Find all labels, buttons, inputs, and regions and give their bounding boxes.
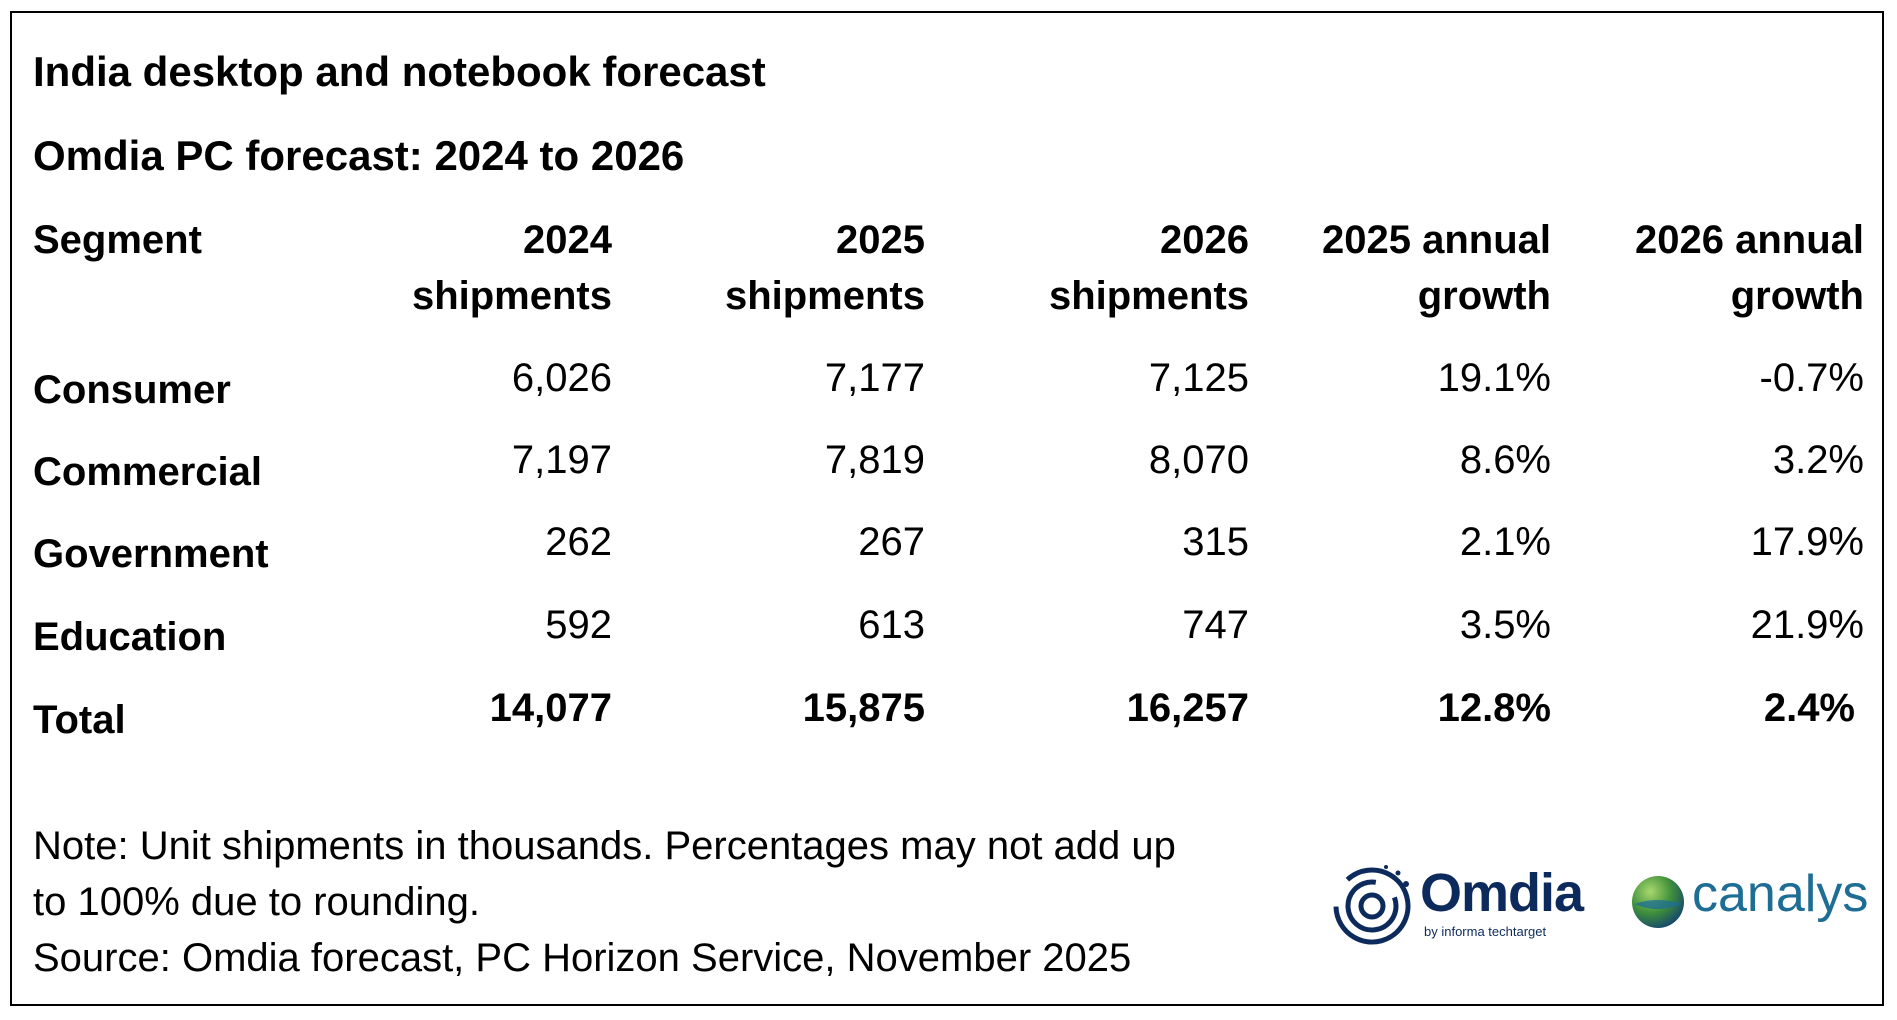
omdia-logo-subtext: by informa techtarget	[1424, 924, 1547, 939]
header-2025-year: 2025	[836, 218, 925, 262]
note-line-2: to 100% due to rounding.	[33, 880, 481, 924]
header-2026-year: 2026	[1160, 218, 1249, 262]
total-growth-2025: 12.8%	[1437, 686, 1551, 730]
cell-2024: 592	[545, 603, 612, 647]
figure-frame	[10, 11, 1884, 1006]
source-line: Source: Omdia forecast, PC Horizon Servi…	[33, 936, 1132, 980]
cell-2024: 6,026	[511, 356, 612, 400]
cell-growth-2025: 19.1%	[1437, 356, 1551, 400]
cell-growth-2026: -0.7%	[1759, 356, 1865, 400]
total-2024: 14,077	[489, 686, 612, 730]
cell-2026: 747	[1182, 603, 1249, 647]
note-line-1: Note: Unit shipments in thousands. Perce…	[33, 824, 1176, 868]
header-2026-label: shipments	[1048, 274, 1249, 318]
row-segment: Commercial	[33, 450, 262, 494]
omdia-logo-text: Omdia	[1420, 863, 1584, 923]
header-2025-growth: 2025 annual	[1321, 218, 1551, 262]
omdia-logo-icon	[1333, 865, 1411, 945]
canalys-logo-text: canalys	[1692, 865, 1869, 923]
cell-2024: 262	[545, 520, 612, 564]
cell-2026: 315	[1182, 520, 1249, 564]
cell-growth-2025: 2.1%	[1459, 520, 1551, 564]
cell-growth-2025: 8.6%	[1459, 438, 1551, 482]
total-growth-2026: 2.4%	[1763, 686, 1855, 730]
cell-growth-2026: 21.9%	[1750, 603, 1864, 647]
total-2025: 15,875	[802, 686, 925, 730]
canalys-globe-icon	[1632, 876, 1684, 928]
row-segment: Consumer	[33, 368, 231, 412]
cell-growth-2026: 3.2%	[1772, 438, 1864, 482]
row-segment: Education	[33, 615, 227, 659]
cell-2026: 7,125	[1148, 356, 1249, 400]
cell-growth-2025: 3.5%	[1459, 603, 1551, 647]
cell-2025: 7,819	[824, 438, 925, 482]
header-2026-growth: 2026 annual	[1634, 218, 1864, 262]
cell-2025: 267	[858, 520, 925, 564]
header-2025-label: shipments	[724, 274, 925, 318]
total-2026: 16,257	[1126, 686, 1249, 730]
page-title: India desktop and notebook forecast	[33, 48, 766, 95]
header-2024-label: shipments	[411, 274, 612, 318]
cell-2025: 7,177	[824, 356, 925, 400]
cell-2025: 613	[858, 603, 925, 647]
logo-group: Omdia by informa techtarget canalys	[1330, 860, 1870, 960]
row-segment: Government	[33, 532, 269, 576]
header-2025-growth-label: growth	[1417, 274, 1551, 318]
row-segment-total: Total	[33, 698, 126, 742]
cell-2026: 8,070	[1148, 438, 1249, 482]
cell-growth-2026: 17.9%	[1750, 520, 1864, 564]
header-2024-year: 2024	[523, 218, 612, 262]
header-segment: Segment	[33, 218, 202, 262]
header-2026-growth-label: growth	[1730, 274, 1864, 318]
cell-2024: 7,197	[511, 438, 612, 482]
page-subtitle: Omdia PC forecast: 2024 to 2026	[33, 132, 685, 179]
